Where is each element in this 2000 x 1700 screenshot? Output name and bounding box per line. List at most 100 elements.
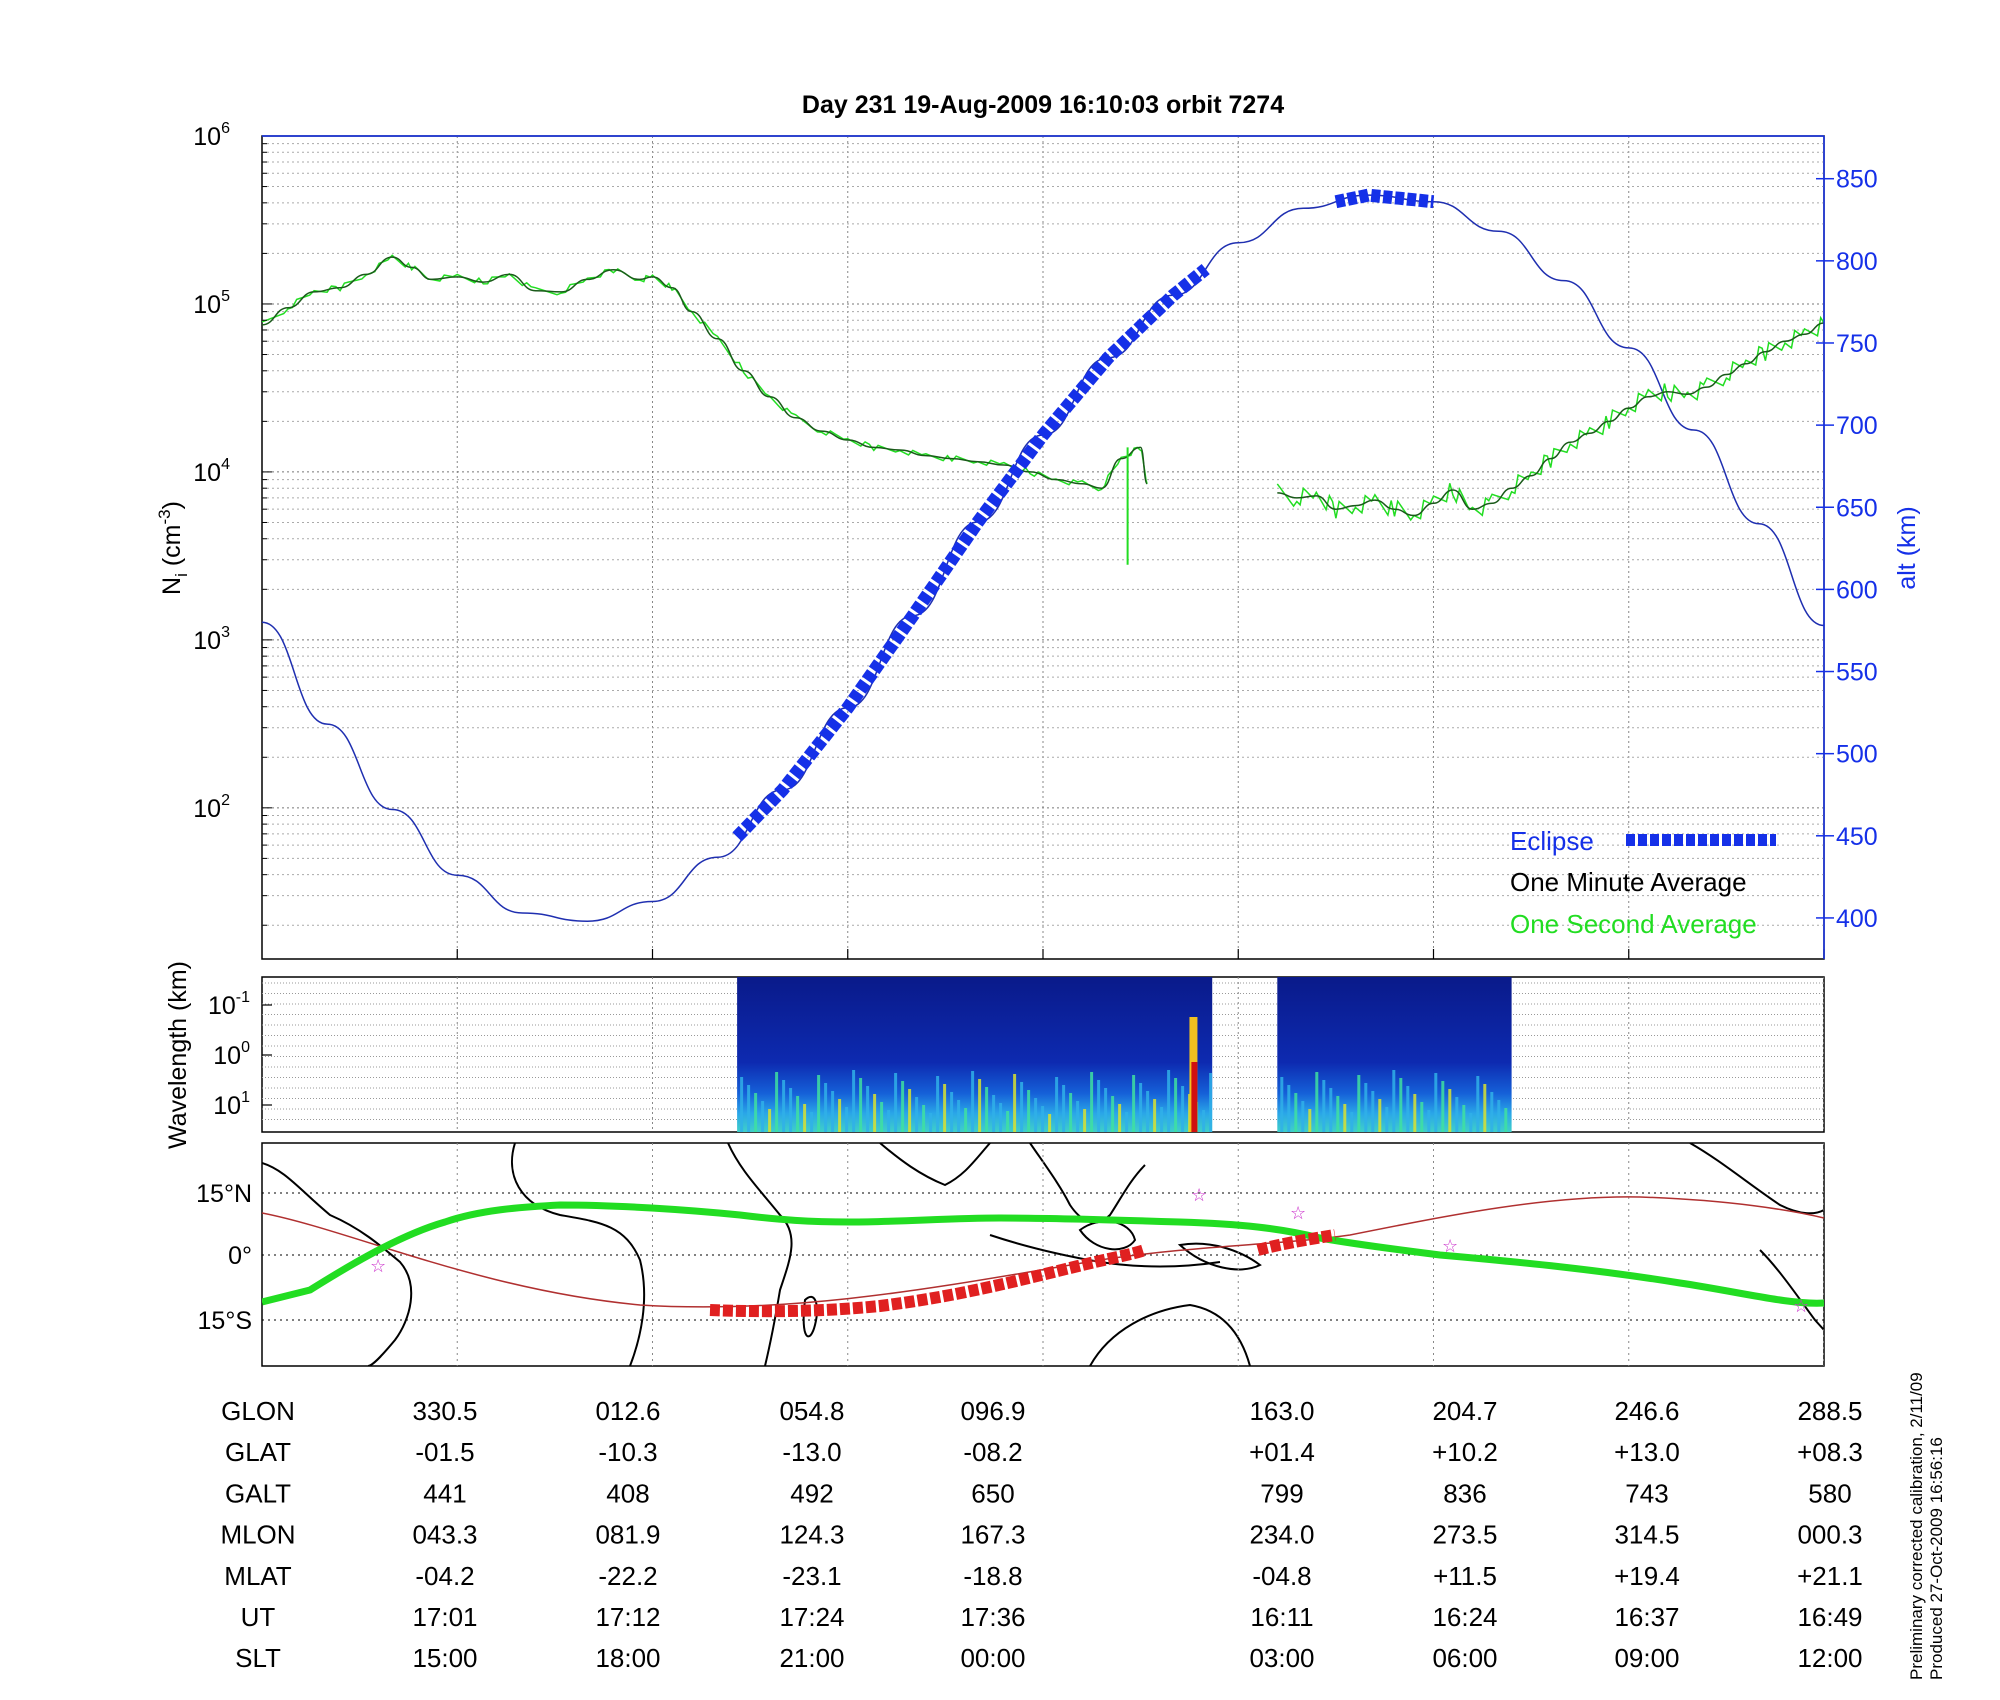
spectrogram-stripe xyxy=(1413,1094,1417,1132)
spectrogram-stripe xyxy=(1357,1075,1361,1132)
spectrogram-stripe xyxy=(1378,1099,1382,1132)
table-cell: 492 xyxy=(790,1478,833,1508)
altitude-tick-label: 700 xyxy=(1836,412,1878,440)
altitude-tick-label: 500 xyxy=(1836,741,1878,769)
spectrogram-stripe xyxy=(1343,1104,1347,1132)
spectrogram-stripe xyxy=(978,1079,982,1132)
legend-second-label: One Second Average xyxy=(1510,909,1757,939)
table-cell: 16:11 xyxy=(1250,1602,1313,1632)
altitude-tick-label: 750 xyxy=(1836,330,1878,358)
spectrogram-stripe xyxy=(880,1102,884,1132)
y-tick-label: 103 xyxy=(193,624,230,655)
eclipse-segment xyxy=(732,264,1210,842)
spectrogram-stripe xyxy=(1111,1096,1115,1132)
table-cell: 124.3 xyxy=(779,1520,844,1550)
spectrogram-stripe xyxy=(1385,1107,1389,1132)
altitude-tick-label: 850 xyxy=(1836,166,1878,194)
table-row-label: GALT xyxy=(225,1478,291,1508)
spectrogram-stripe xyxy=(859,1078,863,1132)
table-cell: 00:00 xyxy=(960,1643,1025,1673)
table-cell: 18:00 xyxy=(595,1643,660,1673)
table-cell: 836 xyxy=(1443,1478,1486,1508)
table-cell: +01.4 xyxy=(1249,1437,1315,1467)
spectrogram-stripe xyxy=(1469,1113,1473,1132)
table-cell: 650 xyxy=(971,1478,1014,1508)
spectrogram-stripe xyxy=(1041,1106,1045,1132)
table-cell: 03:00 xyxy=(1249,1643,1314,1673)
spectrogram-stripe xyxy=(1301,1101,1305,1132)
spectrogram-stripe xyxy=(1160,1107,1164,1132)
table-cell: 743 xyxy=(1625,1478,1668,1508)
spectrogram-stripe xyxy=(999,1103,1003,1132)
y-tick-label: 105 xyxy=(193,288,230,319)
table-cell: +10.2 xyxy=(1432,1437,1498,1467)
spectrogram-stripe xyxy=(1280,1077,1284,1132)
coastline-arabia-india xyxy=(879,1143,991,1187)
spectrogram-stripe xyxy=(754,1093,758,1132)
density-series xyxy=(262,188,1824,922)
spectrogram-stripe xyxy=(803,1104,807,1132)
spectrogram-stripe xyxy=(908,1089,912,1132)
spectrogram-stripe xyxy=(1336,1096,1340,1132)
table-cell: +11.5 xyxy=(1433,1561,1497,1591)
spectrogram-panel: 10-1 100 101 Wavelength (km) xyxy=(164,961,1825,1149)
table-row-label: SLT xyxy=(235,1643,281,1673)
spectrogram-stripe xyxy=(1146,1091,1150,1132)
calibration-note: Preliminary corrected calibration, 2/11/… xyxy=(1907,1372,1926,1680)
density-grid xyxy=(262,136,1824,959)
spectrogram-stripe xyxy=(1013,1074,1017,1132)
table-cell: -18.8 xyxy=(963,1561,1022,1591)
spectrogram-blocks xyxy=(737,977,1512,1132)
spectrogram-stripe xyxy=(1153,1099,1157,1132)
table-cell: +21.1 xyxy=(1797,1561,1863,1591)
spectrogram-stripe xyxy=(1308,1109,1312,1132)
eclipse-track-2 xyxy=(1256,1229,1336,1256)
legend: Eclipse One Minute Average One Second Av… xyxy=(1510,826,1776,939)
altitude-tick-label: 400 xyxy=(1836,905,1878,933)
table-cell: 081.9 xyxy=(595,1520,660,1550)
table-cell: 17:12 xyxy=(595,1602,660,1632)
spectrogram-stripe xyxy=(929,1113,933,1132)
spectrogram-stripe xyxy=(852,1070,856,1132)
spectrogram-stripe xyxy=(1020,1082,1024,1132)
table-cell: 580 xyxy=(1808,1478,1851,1508)
ground-track-line xyxy=(262,1201,1824,1307)
spectrogram-stripe xyxy=(1125,1112,1129,1132)
spectrogram-stripe xyxy=(824,1083,828,1132)
y-tick-label: 106 xyxy=(193,120,230,151)
table-cell: 043.3 xyxy=(412,1520,477,1550)
spectrogram-stripe xyxy=(971,1071,975,1132)
table-cell: 06:00 xyxy=(1432,1643,1497,1673)
orbit-position-table: GLON 330.5 012.6 054.8 096.9 163.0 204.7 246.6 2… xyxy=(220,1396,1862,1673)
spectrogram-stripe xyxy=(887,1110,891,1132)
spectrogram-stripe xyxy=(740,1077,744,1132)
table-row-label: UT xyxy=(241,1602,276,1632)
spectrogram-stripe xyxy=(810,1112,814,1132)
table-row-label: MLAT xyxy=(224,1561,292,1591)
figure-title: Day 231 19-Aug-2009 16:10:03 orbit 7274 xyxy=(802,91,1284,119)
spectrogram-stripe xyxy=(950,1092,954,1132)
lat-label-15n: 15°N xyxy=(196,1180,252,1208)
spectrogram-stripe xyxy=(782,1080,786,1132)
coastline-africa-east xyxy=(727,1143,793,1366)
spectrogram-stripe xyxy=(1448,1089,1452,1132)
spectrogram-stripe xyxy=(1076,1101,1080,1132)
table-cell: 16:24 xyxy=(1432,1602,1497,1632)
table-cell: 17:36 xyxy=(960,1602,1025,1632)
table-cell: 096.9 xyxy=(960,1396,1025,1426)
table-cell: 12:00 xyxy=(1797,1643,1862,1673)
spectrogram-stripe xyxy=(1434,1073,1438,1132)
spectrogram-stripe xyxy=(1062,1085,1066,1132)
table-row-label: GLON xyxy=(221,1396,295,1426)
magnetic-equator-line xyxy=(262,1196,1824,1308)
table-cell: 15:00 xyxy=(412,1643,477,1673)
altitude-curve xyxy=(262,194,1824,922)
table-cell: 273.5 xyxy=(1432,1520,1497,1550)
one-minute-average-line xyxy=(1277,322,1824,517)
table-cell: 163.0 xyxy=(1249,1396,1314,1426)
spectrogram-stripe xyxy=(1048,1114,1052,1132)
spectrogram-stripe xyxy=(845,1107,849,1132)
lat-label-15s: 15°S xyxy=(198,1307,252,1335)
y-tick-label: 104 xyxy=(193,456,230,487)
